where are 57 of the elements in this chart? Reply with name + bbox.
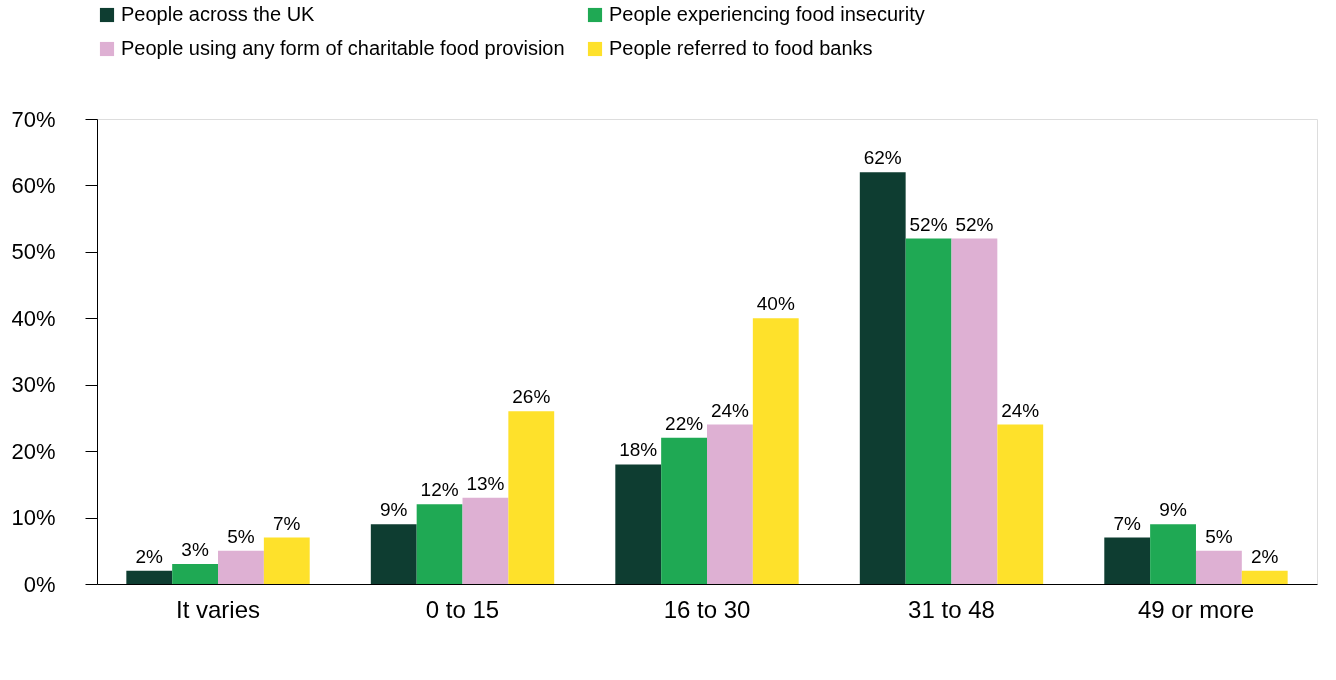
data-label: 2%: [135, 545, 164, 567]
data-label: 7%: [1113, 512, 1142, 534]
data-label: 62%: [863, 147, 902, 169]
x-tick-label: 49 or more: [1137, 595, 1255, 623]
x-tick-label: 31 to 48: [908, 595, 995, 623]
bar: [263, 537, 310, 584]
data-label: 13%: [466, 472, 505, 494]
x-tick-label: 16 to 30: [663, 595, 751, 623]
bar: [1104, 537, 1151, 584]
bar: [905, 238, 952, 584]
y-tick-label: 30%: [11, 372, 56, 398]
data-label: 7%: [273, 512, 301, 534]
data-label: 40%: [756, 293, 795, 315]
data-label: 3%: [181, 539, 209, 561]
y-tick-label: 50%: [11, 239, 56, 265]
data-label: 24%: [710, 399, 750, 421]
data-label: 22%: [665, 412, 704, 434]
data-label: 26%: [512, 386, 551, 408]
bar: [1195, 550, 1242, 584]
x-tick-label: 0 to 15: [425, 595, 500, 623]
data-label: 24%: [1001, 399, 1040, 421]
bar: [508, 411, 555, 584]
bar: [172, 564, 219, 584]
x-tick-label: It varies: [176, 595, 261, 623]
data-label: 5%: [227, 525, 255, 547]
bar: [859, 172, 906, 584]
data-label: 52%: [955, 213, 994, 235]
bar: [126, 570, 173, 584]
y-tick-label: 0%: [23, 571, 56, 597]
bar: [462, 497, 509, 584]
data-label: 2%: [1251, 545, 1279, 567]
y-tick-label: 10%: [11, 505, 56, 531]
data-label: 9%: [380, 499, 408, 521]
bar: [707, 424, 753, 584]
y-tick-label: 40%: [11, 305, 56, 331]
data-label: 52%: [909, 213, 948, 235]
bar: [370, 524, 417, 584]
bar: [1150, 524, 1196, 584]
data-label: 18%: [619, 439, 658, 461]
legend-label: People experiencing food insecurity: [609, 3, 925, 25]
bar: [661, 437, 707, 584]
data-label: 9%: [1159, 499, 1187, 521]
bar: [752, 318, 799, 584]
bar: [1241, 570, 1288, 584]
data-label: 5%: [1205, 525, 1233, 547]
legend-label: People using any form of charitable food provision: [121, 37, 565, 59]
y-tick-label: 70%: [11, 106, 56, 132]
bar: [416, 504, 463, 584]
y-tick-label: 60%: [11, 172, 56, 198]
legend-label: People referred to food banks: [609, 37, 873, 59]
legend-label: People across the UK: [121, 3, 316, 25]
bar: [218, 550, 264, 584]
y-tick-label: 20%: [11, 438, 56, 464]
bar: [615, 464, 662, 584]
bar: [997, 424, 1044, 584]
data-label: 12%: [420, 479, 459, 501]
bar: [951, 238, 998, 584]
